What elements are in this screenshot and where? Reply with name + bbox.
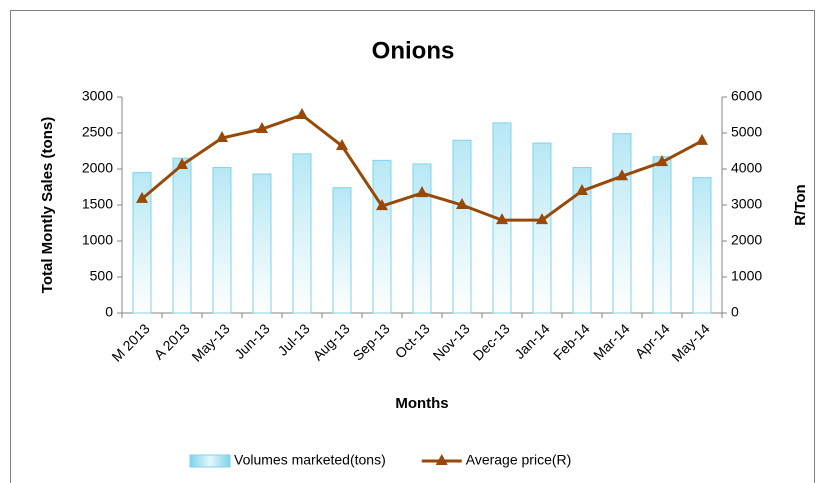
y-tick-label: 500: [90, 268, 114, 284]
bar: [252, 173, 272, 314]
y2-axis-title: R/Ton: [792, 184, 809, 225]
y2-tick-label: 6000: [731, 88, 762, 104]
marker: [576, 183, 588, 195]
marker: [136, 191, 148, 203]
marker: [416, 186, 428, 198]
legend-swatch: [189, 454, 231, 468]
y2-tick-label: 2000: [731, 232, 762, 248]
bar: [572, 167, 592, 314]
y2-tick-label: 3000: [731, 196, 762, 212]
bar: [332, 187, 352, 314]
bar: [692, 177, 712, 314]
y2-tick-label: 0: [731, 304, 739, 320]
y2-tick-label: 4000: [731, 160, 762, 176]
y2-tick-label: 1000: [731, 268, 762, 284]
bar: [132, 172, 152, 314]
bar: [212, 167, 232, 314]
marker: [296, 108, 308, 119]
marker: [256, 122, 268, 134]
marker: [536, 213, 548, 225]
marker: [696, 133, 708, 145]
legend-label: Volumes marketed(tons): [234, 452, 386, 468]
bar: [172, 157, 192, 314]
bar: [452, 139, 472, 314]
legend-marker: [435, 454, 448, 465]
bar: [652, 156, 672, 314]
marker: [336, 138, 348, 150]
y-tick-label: 0: [105, 304, 113, 320]
y-tick-label: 1000: [82, 232, 113, 248]
marker: [616, 169, 628, 181]
bar: [612, 133, 632, 314]
bar: [292, 153, 312, 314]
marker: [456, 198, 468, 209]
y-tick-label: 2000: [82, 160, 113, 176]
marker: [376, 199, 388, 211]
y-tick-label: 2500: [82, 124, 113, 140]
marker: [656, 155, 668, 167]
y-tick-label: 3000: [82, 88, 113, 104]
bar: [532, 142, 552, 314]
marker: [496, 213, 508, 225]
x-axis-title: Months: [395, 395, 448, 412]
y-axis-title: Total Montly Sales (tons): [39, 117, 56, 293]
y2-tick-label: 5000: [731, 124, 762, 140]
bar: [412, 163, 432, 314]
chart-title: Onions: [372, 37, 455, 64]
marker: [176, 158, 188, 170]
bar: [372, 159, 392, 314]
marker: [216, 131, 228, 143]
legend-label: Average price(R): [466, 452, 572, 468]
y-tick-label: 1500: [82, 196, 113, 212]
